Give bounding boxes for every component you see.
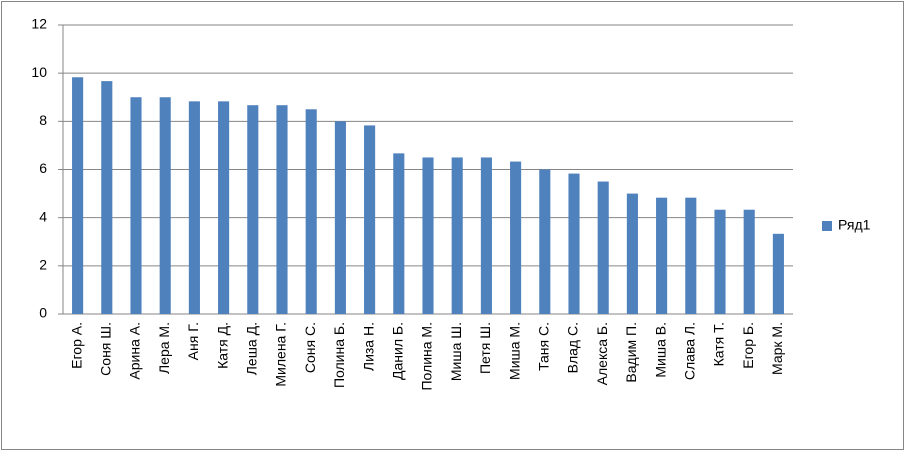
bar bbox=[364, 125, 376, 315]
x-tick-label: Лера М. bbox=[156, 322, 172, 374]
x-tick-label: Таня С. bbox=[536, 322, 552, 371]
x-tick-label: Влад С. bbox=[565, 322, 581, 373]
y-tick-label: 6 bbox=[39, 160, 47, 176]
x-tick-label: Полина Б. bbox=[331, 322, 347, 388]
bar bbox=[685, 197, 697, 314]
x-tick-label: Егор А. bbox=[68, 322, 84, 369]
bar bbox=[656, 197, 668, 314]
bar bbox=[568, 173, 580, 314]
x-tick-label: Катя Т. bbox=[711, 322, 727, 366]
bar bbox=[597, 181, 609, 314]
bar bbox=[480, 157, 492, 314]
x-tick-label: Соня С. bbox=[302, 322, 318, 373]
bar bbox=[218, 101, 230, 314]
bar bbox=[539, 169, 551, 314]
x-tick-label: Вадим П. bbox=[623, 322, 639, 383]
bar bbox=[276, 105, 288, 314]
x-tick-label: Слава Л. bbox=[682, 322, 698, 380]
x-tick-label: Марк М. bbox=[769, 322, 785, 375]
x-tick-label: Лиза Н. bbox=[360, 322, 376, 371]
bar bbox=[334, 121, 346, 314]
x-tick-label: Миша М. bbox=[506, 322, 522, 380]
y-tick-label: 2 bbox=[39, 257, 47, 273]
x-tick-label: Леша Д. bbox=[244, 322, 260, 375]
y-tick-label: 12 bbox=[31, 16, 47, 32]
bar bbox=[772, 233, 784, 314]
x-tick-label: Соня Ш. bbox=[98, 322, 114, 376]
x-tick-label: Милена Г. bbox=[273, 322, 289, 387]
legend-label: Ряд1 bbox=[838, 217, 871, 233]
bar bbox=[714, 209, 726, 314]
bar bbox=[188, 101, 200, 314]
bar bbox=[72, 77, 84, 314]
bar bbox=[393, 153, 405, 314]
x-tick-label: Аня Г. bbox=[185, 322, 201, 360]
x-tick-label: Петя Ш. bbox=[477, 322, 493, 374]
bar bbox=[743, 209, 755, 314]
x-tick-label: Данил Б. bbox=[390, 322, 406, 380]
x-tick-label: Полина М. bbox=[419, 322, 435, 391]
bar bbox=[305, 109, 317, 315]
bar bbox=[422, 157, 434, 314]
y-tick-label: 4 bbox=[39, 208, 47, 224]
bar bbox=[247, 105, 259, 314]
bar bbox=[451, 157, 463, 314]
bar bbox=[626, 193, 638, 314]
x-tick-label: Катя Д. bbox=[214, 322, 230, 369]
x-tick-label: Миша В. bbox=[652, 322, 668, 378]
y-tick-label: 8 bbox=[39, 112, 47, 128]
legend-swatch bbox=[822, 221, 832, 231]
x-tick-label: Миша Ш. bbox=[448, 322, 464, 381]
bar bbox=[510, 161, 522, 314]
bar bbox=[130, 97, 142, 314]
bar bbox=[159, 97, 171, 314]
bar bbox=[101, 81, 113, 314]
y-tick-label: 10 bbox=[31, 64, 47, 80]
x-tick-label: Арина А. bbox=[127, 322, 143, 380]
x-tick-label: Егор Б. bbox=[740, 322, 756, 369]
x-tick-label: Алекса Б. bbox=[594, 322, 610, 385]
y-tick-label: 0 bbox=[39, 305, 47, 321]
